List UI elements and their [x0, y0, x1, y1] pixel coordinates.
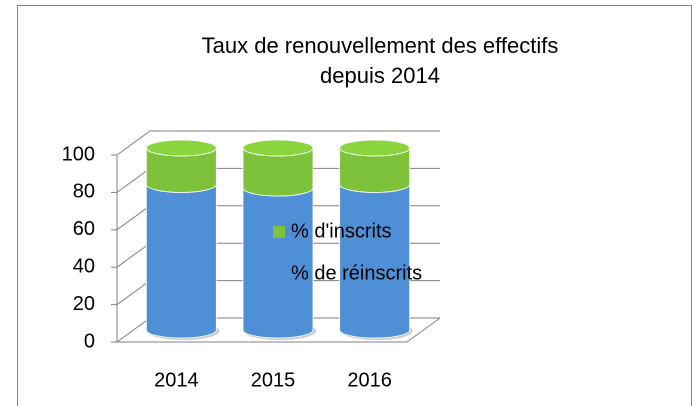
legend-swatch: [273, 268, 285, 280]
chart-title: depuis 2014: [320, 63, 440, 88]
bar: [145, 184, 217, 339]
legend-label: % de réinscrits: [291, 262, 422, 284]
bar: [339, 184, 411, 339]
x-tick-label: 2016: [347, 369, 392, 391]
y-tick-label: 80: [73, 181, 95, 203]
y-tick-label: 0: [84, 330, 95, 352]
bar-top: [242, 139, 314, 157]
grid-line: [116, 130, 440, 156]
y-tick-label: 100: [62, 143, 95, 165]
chart-title: Taux de renouvellement des effectifs: [202, 33, 559, 58]
y-tick-label: 20: [73, 293, 95, 315]
bar-top: [145, 139, 217, 157]
legend-swatch: [273, 226, 285, 238]
y-tick-label: 40: [73, 255, 95, 277]
bar-top: [339, 139, 411, 157]
floor: [117, 317, 441, 343]
x-tick-label: 2014: [154, 369, 199, 391]
legend-label: % d'inscrits: [291, 220, 392, 242]
x-tick-label: 2015: [251, 369, 296, 391]
y-tick-label: 60: [73, 218, 95, 240]
